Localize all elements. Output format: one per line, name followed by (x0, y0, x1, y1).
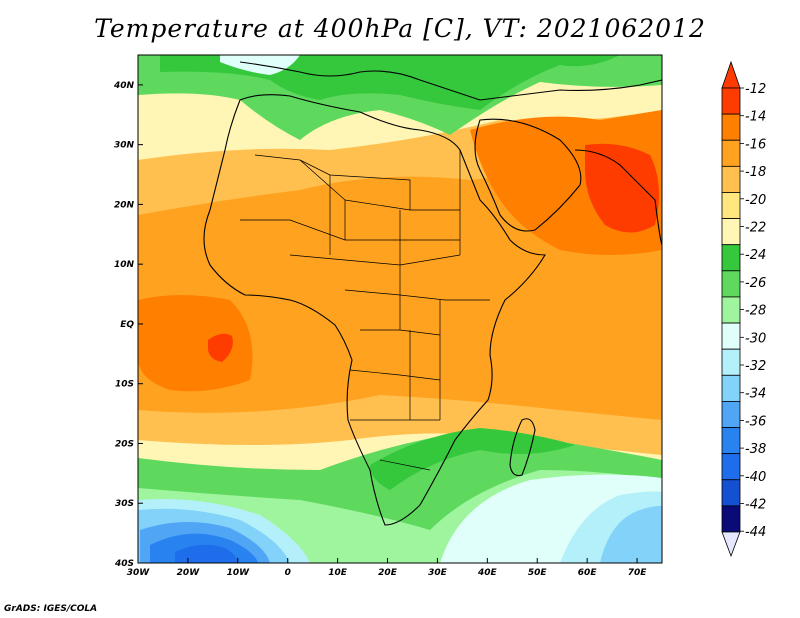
x-tick-label: 20W (177, 568, 201, 578)
colorbar-swatch (721, 139, 741, 167)
map-title: Temperature at 400hPa [C], VT: 202106201… (94, 14, 706, 43)
colorbar-bottom-arrow (721, 531, 741, 558)
colorbar-label: -34 (745, 387, 766, 402)
x-tick-label: 40E (477, 568, 498, 578)
field-sa-deeper (175, 544, 238, 563)
colorbar-swatch (721, 192, 741, 219)
x-tick-label: 10E (328, 568, 348, 578)
colorbar-label: -16 (745, 137, 766, 152)
colorbar-label: -12 (745, 82, 766, 97)
colorbar-label: -18 (745, 165, 766, 180)
colorbar-swatch (721, 87, 741, 115)
colorbar-label: -14 (745, 110, 766, 125)
colorbar-swatch (721, 505, 741, 533)
africa-coastline (203, 94, 546, 526)
colorbar-swatch (721, 218, 741, 246)
colorbar-label: -20 (745, 193, 766, 208)
colorbar-swatch (721, 270, 741, 298)
field-atlantic-hot (208, 333, 233, 362)
colorbar-label: -26 (745, 276, 766, 291)
y-tick-label: EQ (120, 320, 134, 330)
y-tick-label: 20N (114, 200, 135, 210)
field-atlantic-warm (138, 295, 253, 392)
colorbar-swatch (721, 296, 741, 324)
colorbar-label: -30 (745, 331, 766, 346)
x-tick-label: 50E (528, 568, 548, 578)
x-tick-label: 0 (285, 568, 291, 578)
colorbar-label: -28 (745, 304, 766, 319)
europe-coastline (239, 61, 662, 101)
y-tick-label: 30N (114, 141, 135, 151)
y-tick-label: 10S (115, 380, 134, 390)
colorbar: -12 -14 -16 -18 -20 -22 -24 -26 -28 -30 -32 -34 -36 -… (721, 60, 766, 558)
colorbar-swatch (721, 244, 741, 272)
country-borders (240, 150, 490, 471)
x-tick-label: 20E (378, 568, 398, 578)
colorbar-swatch (721, 165, 741, 193)
colorbar-swatch (721, 401, 741, 428)
plot-frame (137, 54, 663, 564)
colorbar-swatch (721, 479, 741, 507)
madagascar-coastline (509, 418, 536, 477)
colorbar-swatch (721, 348, 741, 376)
colorbar-swatch (721, 322, 741, 350)
asia-coastline (574, 149, 662, 246)
colorbar-label: -32 (745, 359, 766, 374)
colorbar-top-arrow (721, 60, 741, 89)
y-tick-label: 30S (115, 499, 134, 509)
colorbar-label: -24 (745, 248, 766, 263)
field-south-darkgreen (370, 428, 575, 490)
colorbar-label: -42 (745, 498, 766, 513)
arabia-coastline (474, 118, 582, 232)
y-tick-label: 40N (113, 81, 135, 91)
credit-label: GrADS: IGES/COLA (4, 604, 98, 614)
field-india-hot (585, 143, 659, 233)
x-tick-label: 70E (628, 568, 648, 578)
colorbar-label: -44 (745, 525, 766, 540)
field-sio-blue (600, 505, 662, 563)
field-sahara-orange (199, 212, 488, 295)
colorbar-swatch (721, 453, 741, 481)
y-tick-label: 20S (115, 439, 134, 449)
y-tick-label: 40S (114, 559, 134, 569)
y-axis: 40N 30N 20N 10N EQ 10S 20S 30S 40S (113, 81, 143, 569)
colorbar-swatch (721, 374, 741, 402)
coastlines (203, 61, 662, 526)
x-axis: 30W 20W 10W 0 10E 20E 30E 40E 50E 60E 70E (127, 558, 647, 578)
y-tick-label: 10N (114, 260, 135, 270)
x-tick-label: 10W (227, 568, 251, 578)
colorbar-label: -22 (745, 221, 766, 236)
colorbar-label: -36 (745, 414, 766, 429)
x-tick-label: 30W (127, 568, 151, 578)
x-tick-label: 30E (428, 568, 448, 578)
colorbar-swatch (721, 427, 741, 455)
colorbar-label: -38 (745, 442, 766, 457)
colorbar-swatch (721, 113, 741, 141)
colorbar-label: -40 (745, 470, 766, 485)
x-tick-label: 60E (578, 568, 598, 578)
